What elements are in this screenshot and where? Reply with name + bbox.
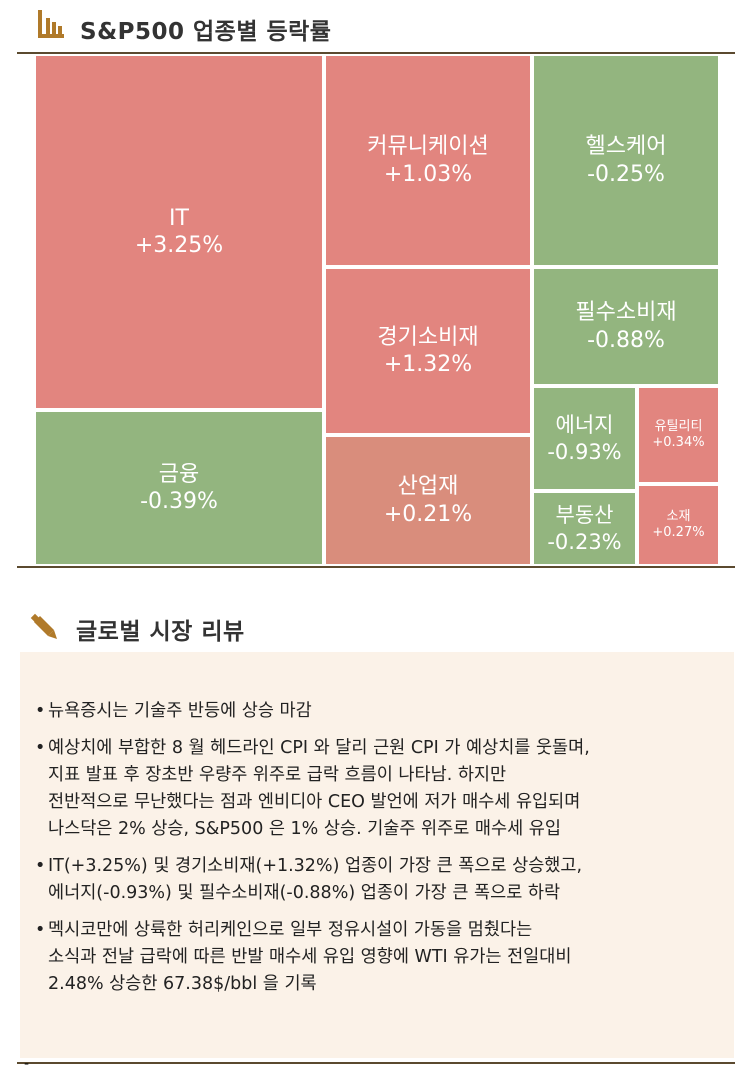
tile-consumer-staples: 필수소비재 -0.88%	[532, 267, 720, 386]
tile-industrials: 산업재 +0.21%	[324, 435, 532, 566]
bullet-line: 전반적으로 무난했다는 점과 엔비디아 CEO 발언에 저가 매수세 유입되며	[48, 792, 581, 812]
review-list: 뉴욕증시는 기술주 반등에 상승 마감 예상치에 부합한 8 월 헤드라인 CP…	[32, 698, 732, 1008]
sector-name: 금융	[158, 461, 200, 487]
sector-name: 필수소비재	[575, 300, 677, 325]
sector-change: +1.32%	[383, 352, 473, 377]
sector-name: 헬스케어	[585, 134, 667, 159]
sector-change: +1.03%	[383, 161, 473, 187]
bar-chart-icon	[38, 10, 64, 38]
tile-energy: 에너지 -0.93%	[532, 386, 637, 491]
treemap-divider	[17, 566, 735, 568]
sector-treemap: IT +3.25% 커뮤니케이션 +1.03% 헬스케어 -0.25% 경기소비…	[34, 54, 720, 566]
review-bullet: 예상치에 부합한 8 월 헤드라인 CPI 와 달리 근원 CPI 가 예상치를…	[32, 735, 732, 843]
sector-name: 경기소비재	[377, 324, 479, 350]
sector-name: IT	[169, 205, 189, 231]
bullet-line: 멕시코만에 상륙한 허리케인으로 일부 정유시설이 가동을 멈췄다는	[48, 920, 533, 940]
sector-name: 소재	[666, 508, 691, 524]
bullet-line: 에너지(-0.93%) 및 필수소비재(-0.88%) 업종이 가장 큰 폭으로…	[48, 883, 561, 903]
sector-change: +0.34%	[652, 435, 705, 450]
tile-it: IT +3.25%	[34, 54, 324, 410]
tile-healthcare: 헬스케어 -0.25%	[532, 54, 720, 267]
tile-real-estate: 부동산 -0.23%	[532, 491, 637, 566]
sector-name: 산업재	[397, 474, 459, 499]
page-title: S&P500 업종별 등락률	[80, 19, 332, 45]
sector-change: +0.27%	[652, 525, 705, 540]
bullet-line: 2.48% 상승한 67.38$/bbl 을 기록	[48, 974, 317, 994]
bottom-divider	[17, 1062, 735, 1064]
review-bullet: 멕시코만에 상륙한 허리케인으로 일부 정유시설이 가동을 멈췄다는 소식과 전…	[32, 917, 732, 998]
tile-financials: 금융 -0.39%	[34, 410, 324, 566]
pen-icon	[30, 613, 57, 639]
tile-utilities: 유틸리티 +0.34%	[637, 386, 720, 484]
sector-change: -0.93%	[547, 439, 622, 464]
sector-change: -0.25%	[587, 161, 665, 187]
sector-name: 유틸리티	[654, 418, 703, 434]
review-bullet: 뉴욕증시는 기술주 반등에 상승 마감	[32, 698, 732, 725]
tile-consumer-discretionary: 경기소비재 +1.32%	[324, 267, 532, 435]
sector-name: 에너지	[555, 413, 614, 438]
sector-change: +3.25%	[134, 233, 224, 258]
review-panel: 뉴욕증시는 기술주 반등에 상승 마감 예상치에 부합한 8 월 헤드라인 CP…	[20, 652, 734, 1058]
sector-change: -0.88%	[587, 327, 665, 353]
review-bullet: IT(+3.25%) 및 경기소비재(+1.32%) 업종이 가장 큰 폭으로 …	[32, 853, 732, 907]
top-divider	[17, 52, 735, 54]
bullet-line: 나스닥은 2% 상승, S&P500 은 1% 상승. 기술주 위주로 매수세 …	[48, 819, 561, 839]
bullet-line: 지표 발표 후 장초반 우량주 위주로 급락 흐름이 나타남. 하지만	[48, 765, 507, 785]
footer-mark: -	[24, 1056, 30, 1072]
sector-change: +0.21%	[383, 501, 473, 527]
sector-name: 부동산	[555, 503, 614, 528]
sector-change: -0.23%	[547, 529, 622, 554]
bullet-line: 뉴욕증시는 기술주 반등에 상승 마감	[48, 701, 312, 721]
review-title: 글로벌 시장 리뷰	[76, 619, 245, 645]
sector-change: -0.39%	[140, 489, 218, 514]
bullet-line: 소식과 전날 급락에 따른 반발 매수세 유입 영향에 WTI 유가는 전일대비	[48, 947, 572, 967]
bullet-line: 예상치에 부합한 8 월 헤드라인 CPI 와 달리 근원 CPI 가 예상치를…	[48, 738, 590, 758]
sector-name: 커뮤니케이션	[367, 134, 489, 159]
bullet-line: IT(+3.25%) 및 경기소비재(+1.32%) 업종이 가장 큰 폭으로 …	[48, 856, 583, 876]
tile-materials: 소재 +0.27%	[637, 484, 720, 566]
tile-communication: 커뮤니케이션 +1.03%	[324, 54, 532, 267]
page-header: S&P500 업종별 등락률	[0, 0, 746, 54]
